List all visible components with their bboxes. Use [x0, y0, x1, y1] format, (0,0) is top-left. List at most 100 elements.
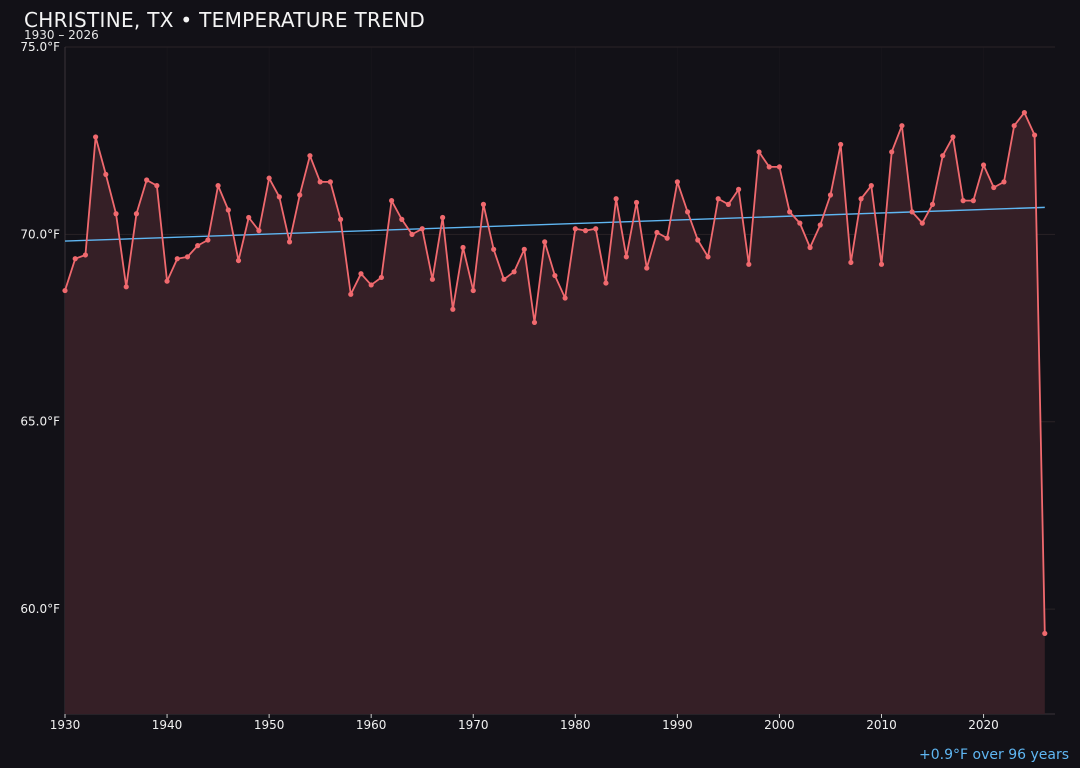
- y-tick-label: 70.0°F: [20, 227, 60, 241]
- trend-summary: +0.9°F over 96 years: [919, 747, 1069, 763]
- data-point: [613, 196, 619, 202]
- data-point: [195, 243, 201, 249]
- data-point: [133, 211, 140, 217]
- data-point: [705, 254, 711, 260]
- data-point: [848, 259, 854, 266]
- x-tick-label: 1970: [458, 718, 489, 732]
- data-point: [337, 216, 344, 222]
- data-point: [1001, 179, 1007, 185]
- x-tick-label: 1930: [50, 718, 81, 732]
- data-point: [388, 198, 395, 204]
- data-point: [72, 256, 78, 262]
- data-point: [501, 276, 507, 282]
- data-point: [736, 186, 742, 192]
- trend-line: [64, 206, 1045, 242]
- data-point: [715, 196, 721, 202]
- data-point: [960, 198, 966, 204]
- data-point: [572, 226, 578, 232]
- data-point: [307, 153, 313, 159]
- data-point: [929, 201, 936, 207]
- data-point: [776, 164, 783, 170]
- data-point: [603, 280, 609, 286]
- series-area: [65, 112, 1045, 714]
- data-point: [378, 274, 384, 281]
- data-point: [470, 287, 476, 294]
- data-point: [664, 235, 670, 241]
- data-point: [797, 220, 803, 226]
- data-point: [429, 276, 436, 282]
- chart-subtitle: 1930 – 2026: [24, 28, 99, 42]
- data-point: [450, 306, 456, 312]
- data-point: [460, 244, 466, 251]
- data-point: [256, 228, 262, 234]
- y-tick-label: 65.0°F: [20, 415, 60, 429]
- data-point: [419, 226, 425, 232]
- data-point: [82, 252, 89, 258]
- data-point: [511, 269, 517, 275]
- data-point: [266, 175, 272, 181]
- data-point: [970, 198, 976, 204]
- data-point: [940, 153, 946, 159]
- data-point: [327, 179, 333, 185]
- data-point: [817, 222, 823, 228]
- data-point: [276, 194, 282, 200]
- data-point: [684, 209, 691, 215]
- data-point: [440, 214, 446, 221]
- data-point: [552, 272, 558, 279]
- data-point: [113, 211, 119, 217]
- data-point: [695, 237, 701, 243]
- data-point: [623, 254, 629, 260]
- data-point: [919, 220, 925, 226]
- data-point: [746, 261, 752, 267]
- data-point: [205, 237, 211, 243]
- x-tick-label: 1980: [560, 718, 591, 732]
- data-point: [582, 228, 589, 234]
- data-point: [215, 183, 221, 189]
- data-point: [878, 261, 885, 267]
- data-point: [225, 207, 231, 213]
- data-point: [889, 149, 895, 155]
- data-point: [164, 278, 170, 284]
- data-point: [858, 196, 864, 202]
- data-point: [542, 239, 548, 245]
- data-point: [674, 179, 680, 185]
- data-point: [1021, 109, 1027, 116]
- data-point: [531, 319, 538, 326]
- data-point: [521, 246, 527, 252]
- data-point: [766, 164, 772, 170]
- data-point: [787, 209, 793, 215]
- data-point: [562, 295, 568, 301]
- data-point: [868, 183, 874, 189]
- data-point: [1042, 630, 1048, 637]
- data-point: [409, 231, 415, 237]
- x-tick-label: 2000: [764, 718, 795, 732]
- data-point: [644, 265, 650, 271]
- data-point: [297, 192, 303, 198]
- data-point: [807, 244, 813, 251]
- data-point: [246, 214, 252, 221]
- data-point: [62, 287, 68, 294]
- data-point: [235, 257, 242, 264]
- x-tick-label: 1960: [356, 718, 387, 732]
- y-tick-label: 75.0°F: [20, 40, 60, 54]
- x-tick-label: 1940: [152, 718, 183, 732]
- data-point: [980, 162, 987, 168]
- data-point: [899, 123, 905, 129]
- data-point: [93, 134, 99, 140]
- data-point: [827, 192, 834, 198]
- data-point: [491, 246, 497, 252]
- data-point: [654, 229, 660, 236]
- data-point: [358, 271, 364, 277]
- data-point: [368, 282, 374, 288]
- data-point: [154, 183, 160, 189]
- data-point: [950, 134, 956, 140]
- data-point: [348, 291, 354, 297]
- data-point: [1011, 123, 1017, 129]
- data-point: [1031, 132, 1038, 138]
- data-point: [725, 201, 732, 207]
- data-point: [593, 226, 599, 232]
- x-tick-label: 1990: [662, 718, 693, 732]
- chart-title: CHRISTINE, TX • TEMPERATURE TREND: [24, 8, 426, 32]
- data-point: [144, 177, 150, 183]
